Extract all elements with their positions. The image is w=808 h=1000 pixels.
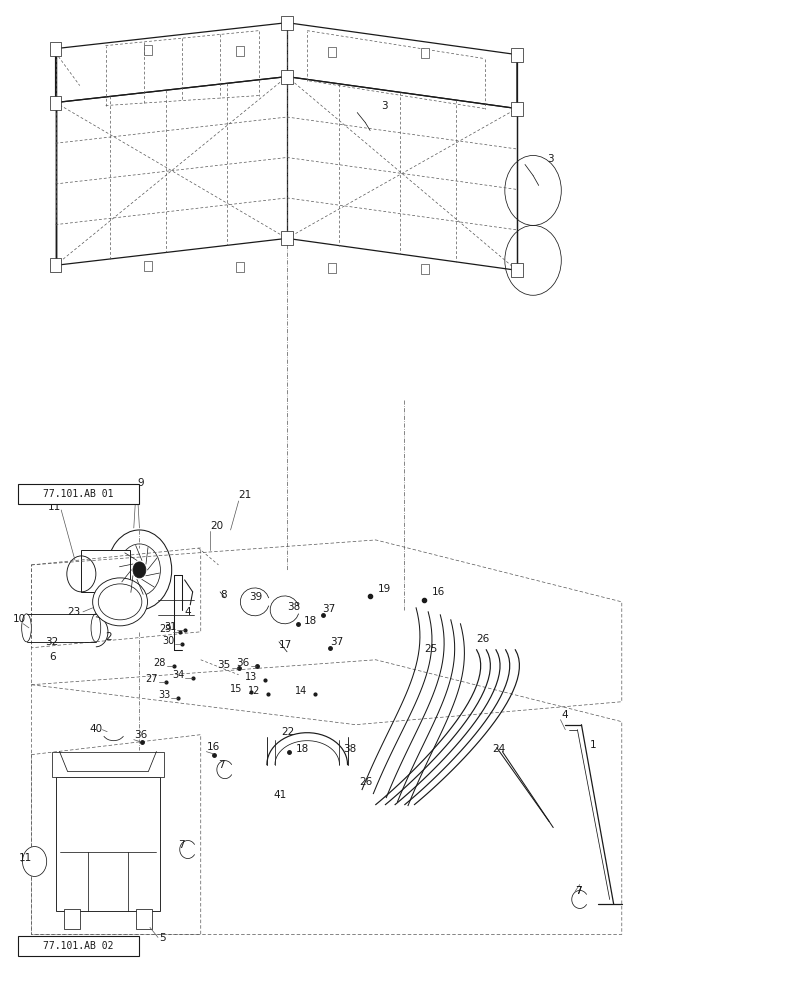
Text: 14: 14 — [295, 686, 307, 696]
Text: 36: 36 — [134, 730, 147, 740]
Text: 16: 16 — [432, 587, 445, 597]
Text: 41: 41 — [273, 790, 287, 800]
Text: 7: 7 — [575, 886, 582, 896]
Text: 38: 38 — [343, 744, 357, 754]
Text: 16: 16 — [206, 742, 220, 752]
Circle shape — [23, 847, 47, 876]
Bar — [137, 909, 153, 929]
Text: 30: 30 — [162, 636, 174, 646]
Bar — [511, 48, 523, 62]
Bar — [281, 16, 292, 30]
Bar — [50, 258, 61, 272]
Text: 15: 15 — [230, 684, 242, 694]
Bar — [281, 231, 292, 245]
Text: 35: 35 — [217, 660, 230, 670]
Text: 77.101.AB 02: 77.101.AB 02 — [43, 941, 113, 951]
Text: 40: 40 — [90, 724, 103, 734]
Text: 7: 7 — [218, 760, 225, 770]
Bar — [82, 550, 130, 592]
Text: 29: 29 — [159, 624, 171, 634]
Text: 4: 4 — [184, 607, 191, 617]
Text: 23: 23 — [67, 607, 80, 617]
Text: 1: 1 — [590, 740, 596, 750]
Bar — [50, 96, 61, 110]
Text: 36: 36 — [236, 658, 249, 668]
Text: 12: 12 — [248, 686, 260, 696]
FancyBboxPatch shape — [18, 484, 139, 504]
Text: 26: 26 — [360, 777, 372, 787]
Text: 32: 32 — [45, 637, 58, 647]
Ellipse shape — [99, 584, 142, 620]
Bar — [236, 262, 244, 272]
Text: 5: 5 — [159, 933, 166, 943]
Bar — [281, 70, 292, 84]
Text: 37: 37 — [330, 637, 343, 647]
Text: 77.101.AB 01: 77.101.AB 01 — [43, 489, 113, 499]
Text: 39: 39 — [249, 592, 263, 602]
Text: 7: 7 — [575, 886, 582, 896]
Bar — [144, 261, 152, 271]
Text: 3: 3 — [548, 154, 554, 164]
Text: 19: 19 — [378, 584, 391, 594]
Text: 4: 4 — [562, 710, 568, 720]
Text: 21: 21 — [238, 490, 252, 500]
Text: 26: 26 — [477, 634, 490, 644]
Text: 33: 33 — [158, 690, 170, 700]
Bar — [52, 752, 165, 777]
Ellipse shape — [91, 614, 101, 642]
Circle shape — [133, 562, 146, 578]
Bar — [328, 47, 336, 57]
Text: 24: 24 — [493, 744, 506, 754]
Bar — [50, 42, 61, 56]
Text: 17: 17 — [279, 640, 292, 650]
Text: 37: 37 — [322, 604, 335, 614]
Bar — [64, 909, 80, 929]
Text: 28: 28 — [154, 658, 166, 668]
Text: 3: 3 — [381, 101, 388, 111]
Text: 25: 25 — [424, 644, 437, 654]
Text: 13: 13 — [245, 672, 257, 682]
Text: 2: 2 — [106, 632, 112, 642]
Text: 11: 11 — [19, 853, 32, 863]
Text: 8: 8 — [220, 590, 227, 600]
Text: 10: 10 — [13, 614, 26, 624]
Text: 6: 6 — [49, 652, 56, 662]
Bar — [144, 45, 152, 55]
Text: 22: 22 — [281, 727, 295, 737]
Text: 27: 27 — [145, 674, 158, 684]
Bar — [511, 263, 523, 277]
Text: 18: 18 — [296, 744, 309, 754]
FancyBboxPatch shape — [18, 936, 139, 956]
Ellipse shape — [93, 578, 148, 626]
Bar — [421, 48, 429, 58]
Bar — [56, 777, 161, 911]
Text: 9: 9 — [138, 478, 145, 488]
Bar — [421, 264, 429, 274]
Text: 31: 31 — [164, 622, 176, 632]
Text: 20: 20 — [210, 521, 224, 531]
Ellipse shape — [22, 614, 32, 642]
Bar — [236, 46, 244, 56]
Bar — [511, 102, 523, 116]
Text: 18: 18 — [304, 616, 318, 626]
Text: 34: 34 — [172, 670, 184, 680]
Text: 38: 38 — [287, 602, 301, 612]
Text: 7: 7 — [178, 840, 185, 850]
Text: 11: 11 — [48, 502, 61, 512]
Bar — [328, 263, 336, 273]
